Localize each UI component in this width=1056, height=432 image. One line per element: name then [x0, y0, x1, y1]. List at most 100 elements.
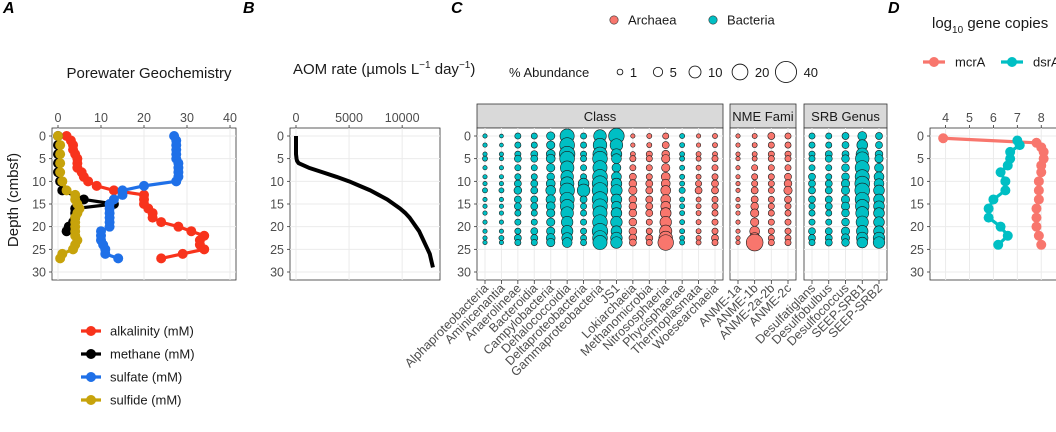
legend-a-key-dot [86, 326, 96, 336]
panel-c-bubble [767, 239, 775, 246]
panel-a-point [147, 212, 158, 223]
panel-a-point [156, 217, 167, 228]
panel-d-xtick-label: 4 [942, 111, 949, 125]
panel-c-bubble [711, 239, 719, 246]
panel-c-bubble [824, 227, 833, 236]
panel-a-point [108, 185, 119, 196]
panel-c-bubble [482, 219, 488, 225]
panel-d-title: log10 gene copies [932, 15, 1048, 36]
legend-a-label: methane (mM) [110, 347, 195, 362]
panel-b-title-mid: day [431, 61, 460, 78]
panel-c-bubble [711, 164, 719, 172]
panel-d-xtick-label: 7 [1014, 111, 1021, 125]
panel-c-bubble [735, 235, 741, 241]
panel-c-bubble [735, 142, 741, 148]
panel-a-ytick-label: 20 [32, 220, 46, 234]
panel-c-bubble [825, 132, 833, 140]
panel-b-title-sup1: −1 [419, 60, 431, 71]
panel-a-xtick-label: 10 [94, 111, 108, 125]
panel-c-ytick-label: 20 [457, 220, 471, 234]
panel-d-ytick-label: 20 [910, 220, 924, 234]
panel-c-bubble [514, 218, 522, 226]
panel-c-bubble [482, 133, 488, 139]
panel-c-bubble [579, 195, 588, 204]
panel-c-bubble [499, 133, 504, 139]
panel-c-bubble [767, 186, 775, 194]
panel-c-bubble [808, 132, 816, 140]
panel-c-bubble [695, 164, 702, 171]
panel-b-title: AOM rate (µmols L−1 day−1) [293, 60, 475, 78]
panel-c-bubble [711, 218, 719, 226]
panel-c-legend: Archaea Bacteria % Abundance 1 5 10 20 40 [509, 13, 818, 84]
panel-c-ytick-label: 5 [464, 152, 471, 166]
panel-c-bubble [825, 164, 833, 172]
panel-a-point [61, 226, 72, 237]
panel-d-xtick-label: 5 [966, 111, 973, 125]
panel-a-point [139, 180, 149, 191]
panel-c-bubble [808, 195, 816, 204]
panel-d-point [988, 194, 999, 205]
panel-c-bubble [841, 154, 850, 163]
panel-c-bubble [580, 132, 587, 140]
panel-b-ytick-label: 25 [270, 243, 284, 257]
panel-b-xtick-label: 5000 [335, 111, 363, 125]
legend-d-label: mcrA [955, 55, 986, 70]
panel-c-bubble [711, 227, 719, 235]
panel-c-strip [729, 103, 797, 129]
panel-d-point [1000, 176, 1011, 187]
panel-c-bubble [735, 181, 741, 187]
panel-c-bubble [735, 174, 741, 180]
panel-c-bubble [711, 196, 719, 203]
panel-b-ytick-label: 0 [277, 130, 284, 144]
panel-c-bubble [735, 228, 741, 234]
panel-c: Archaea Bacteria% Abundance 1 5 10 20 40 Class… [402, 13, 888, 379]
panel-c-bubble [629, 172, 637, 181]
panel-c-bubble [530, 132, 538, 140]
panel-a-ytick-label: 25 [32, 243, 46, 257]
panel-c-bubble [482, 196, 488, 202]
panel-c-bubble [645, 179, 654, 188]
panel-c-bubble [580, 227, 587, 235]
panel-c-strip [476, 103, 724, 129]
panel-c-ytick-label: 15 [457, 198, 471, 212]
panel-d-point [938, 133, 949, 144]
legend-c-size-label: 10 [708, 65, 722, 80]
panel-c-bubble [841, 163, 850, 172]
panel-c-bubble [784, 209, 792, 217]
panel-c-bubble [499, 142, 504, 148]
panel-c-bubble [530, 186, 539, 195]
panel-c-bubble [750, 217, 760, 227]
panel-c-bubble [783, 185, 793, 195]
panel-c-bubble [580, 155, 587, 163]
panel-c-bubble [751, 155, 758, 162]
panel-c-bubble [735, 203, 741, 209]
panel-c-bubble [482, 181, 488, 187]
panel-c-bubble [767, 218, 775, 226]
panel-c-bubble [482, 235, 488, 241]
panel-c-bubble [825, 173, 833, 181]
panel-c-bubble [735, 196, 741, 202]
panel-c-bubble [645, 195, 654, 204]
panel-c-bubble [514, 164, 522, 172]
panel-c-bubble [645, 164, 653, 172]
panel-c-strip-label: SRB Genus [811, 109, 880, 124]
panel-c-bubble [695, 180, 702, 188]
panel-c-bubble [629, 155, 637, 163]
panel-d-point [1014, 140, 1025, 151]
panel-a-series-0 [61, 131, 210, 264]
panel-d-point [1036, 239, 1047, 250]
legend-a-key-dot [86, 395, 96, 405]
panel-label-d: D [888, 0, 900, 17]
panel-c-bubble [645, 202, 654, 211]
panel-c-ytick-label: 0 [464, 130, 471, 144]
panel-c-bubble [824, 195, 833, 204]
panel-c-bubble [498, 156, 504, 162]
panel-c-bubble [514, 239, 522, 246]
panel-d-point [993, 239, 1004, 250]
panel-c-bubble [751, 142, 758, 148]
panel-c-bubble [824, 202, 833, 211]
panel-c-bubble [767, 227, 775, 235]
panel-c-bubble [695, 210, 702, 216]
